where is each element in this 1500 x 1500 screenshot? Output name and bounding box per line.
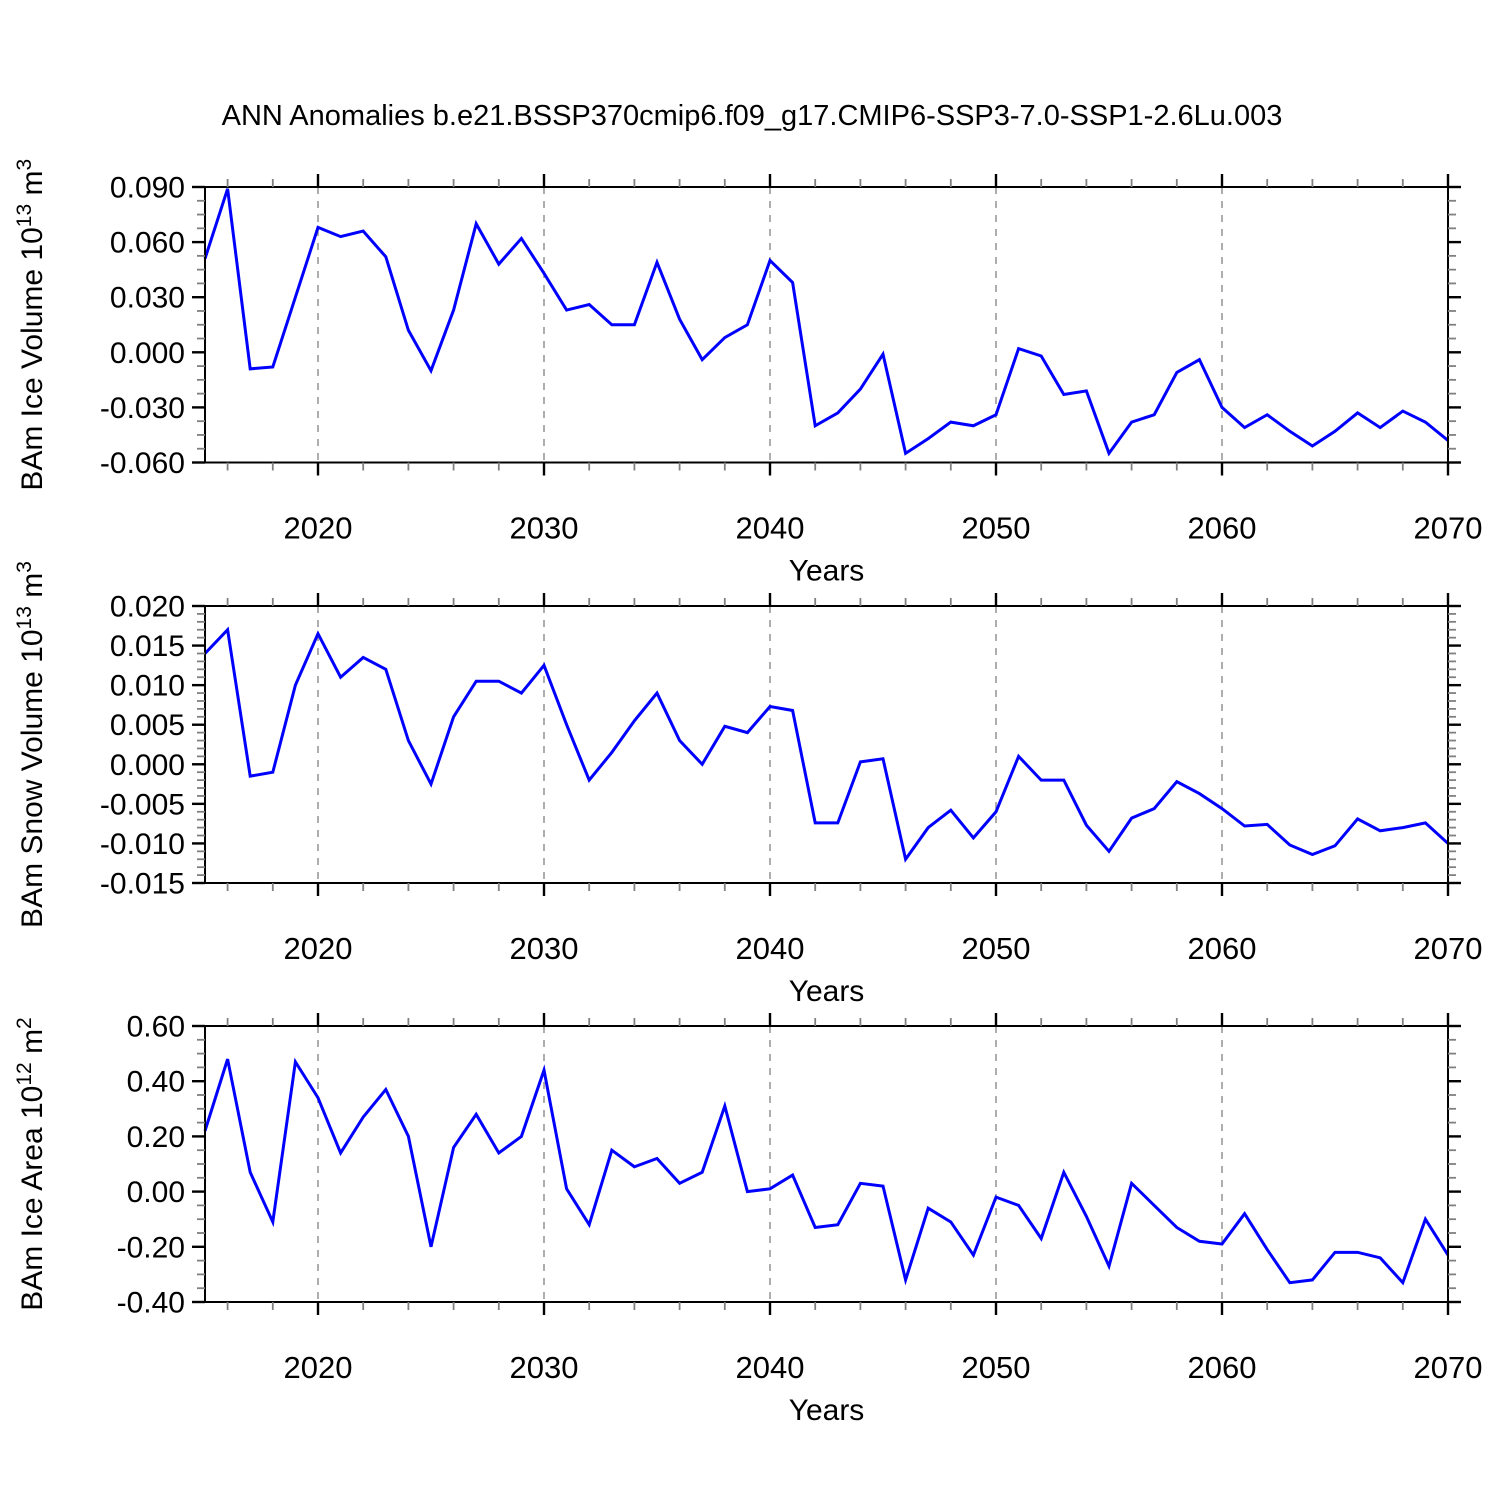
data-line-ice-volume [203, 188, 1449, 457]
x-tick-label: 2060 [1188, 511, 1257, 546]
x-tick-label: 2050 [962, 511, 1031, 546]
x-tick-label: 2020 [284, 511, 353, 546]
ticks [192, 593, 1461, 896]
x-tick-label: 2030 [510, 931, 579, 966]
y-axis-title: BAm Ice Area 1012 m2 [13, 1017, 49, 1311]
y-axis-title: BAm Ice Volume 1013 m3 [13, 159, 49, 491]
panel-ice-area: 2020 2030 2040 2050 2060 2070 0.60 0.40 0.20 0.00… [13, 1011, 1482, 1428]
decade-gridlines [317, 1026, 1223, 1302]
y-tick-label: 0.060 [110, 227, 185, 260]
y-tick-label: -0.010 [100, 828, 185, 861]
x-tick-label: 2070 [1414, 931, 1483, 966]
x-tick-label: 2030 [510, 1350, 579, 1385]
y-tick-label: 0.030 [110, 282, 185, 315]
y-tick-label: 0.60 [127, 1011, 185, 1044]
y-tick-label: 0.000 [110, 337, 185, 370]
x-tick-label: 2070 [1414, 1350, 1483, 1385]
y-tick-label: 0.010 [110, 670, 185, 703]
ticks [192, 1013, 1461, 1315]
panel-ice-volume: 2020 2030 2040 2050 2060 2070 0.090 0.060 0.030 0… [13, 159, 1482, 588]
decade-gridlines [317, 187, 1223, 463]
x-tick-label: 2040 [736, 1350, 805, 1385]
ticks [192, 174, 1461, 476]
y-tick-label: -0.015 [100, 868, 185, 901]
x-tick-label: 2060 [1188, 1350, 1257, 1385]
x-tick-label: 2020 [284, 1350, 353, 1385]
x-tick-label: 2040 [736, 931, 805, 966]
y-tick-label: 0.015 [110, 630, 185, 663]
y-tick-label: 0.000 [110, 749, 185, 782]
data-line-ice-area [203, 1057, 1450, 1286]
x-tick-label: 2050 [962, 931, 1031, 966]
data-line-snow-volume [203, 626, 1450, 863]
x-tick-label: 2040 [736, 511, 805, 546]
y-tick-label: 0.005 [110, 709, 185, 742]
y-tick-label: -0.005 [100, 788, 185, 821]
y-tick-label: -0.030 [100, 392, 185, 425]
x-axis-title: Years [789, 975, 865, 1008]
y-tick-label: 0.020 [110, 591, 185, 624]
y-tick-label: -0.20 [117, 1231, 185, 1264]
plot-border [204, 186, 1449, 464]
plot-border [204, 1025, 1449, 1303]
plot-border [204, 605, 1449, 884]
x-axis-title: Years [789, 1394, 865, 1427]
y-tick-label: 0.00 [127, 1176, 185, 1209]
decade-gridlines [317, 606, 1223, 883]
y-tick-label: 0.20 [127, 1121, 185, 1154]
x-tick-label: 2020 [284, 931, 353, 966]
x-axis-title: Years [789, 555, 865, 588]
x-tick-label: 2030 [510, 511, 579, 546]
y-tick-label: 0.40 [127, 1066, 185, 1099]
y-axis-title: BAm Snow Volume 1013 m3 [13, 561, 49, 928]
chart-title: ANN Anomalies b.e21.BSSP370cmip6.f09_g17… [221, 100, 1283, 132]
x-tick-label: 2060 [1188, 931, 1257, 966]
x-tick-label: 2050 [962, 1350, 1031, 1385]
y-tick-label: -0.40 [117, 1287, 185, 1320]
y-tick-label: 0.090 [110, 172, 185, 205]
x-tick-label: 2070 [1414, 511, 1483, 546]
y-tick-label: -0.060 [100, 447, 185, 480]
panel-snow-volume: 2020 2030 2040 2050 2060 2070 0.020 0.015 0.010 0… [13, 561, 1482, 1008]
